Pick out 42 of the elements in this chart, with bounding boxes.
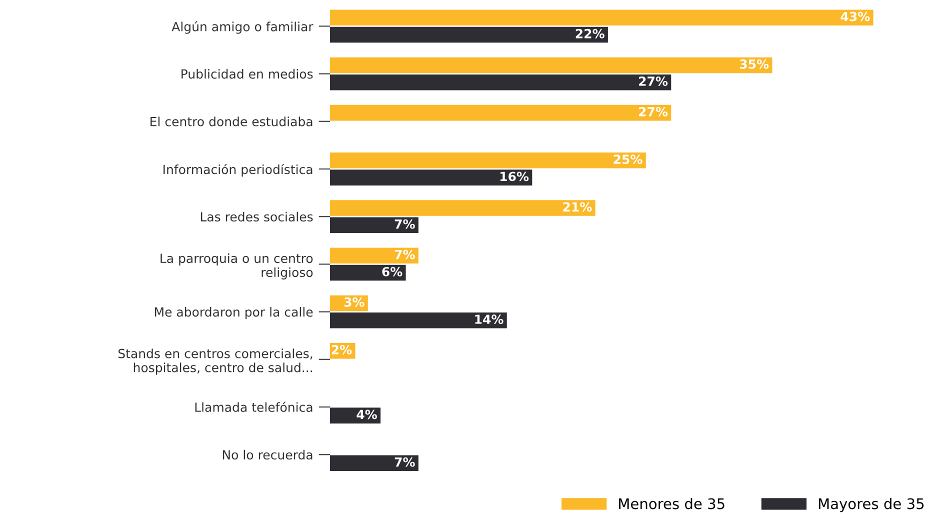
y-tick-label: Información periodística [164,164,312,177]
data-label: 7% [394,250,415,260]
bar [330,455,418,472]
bar [330,248,418,264]
data-label: 3% [344,297,364,307]
bar [330,312,507,328]
data-label: 43% [840,12,870,22]
data-label: 7% [394,219,415,229]
bar [330,152,646,168]
data-label: 4% [356,410,377,420]
y-tick-label: Algún amigo o familiar [172,21,314,34]
data-label: 7% [394,457,415,467]
y-tick-label: Publicidad en medios [182,69,313,79]
bar [330,10,874,26]
bar [330,217,418,234]
bar [330,170,532,186]
y-tick-label: Llamada telefónica [195,402,312,412]
y-tick-label: La parroquia o un centro religioso [160,253,313,280]
bar [330,264,406,281]
bar [330,57,772,74]
y-tick-label: Me abordaron por la calle [154,307,313,320]
data-label: 16% [500,172,529,182]
y-tick-label: El centro donde estudiaba [150,116,312,126]
data-label: 14% [475,314,504,324]
data-label: 27% [639,106,668,116]
y-tick-label: No lo recuerda [222,450,312,460]
data-label: 2% [332,345,352,354]
data-label: 6% [382,266,402,276]
data-label: 27% [639,76,668,86]
y-tick-label: Stands en centros comerciales, hospitales, centro de salud... [118,348,312,375]
bar [330,26,608,43]
data-label: 25% [614,154,642,164]
bar [330,104,672,121]
data-label: 22% [576,28,604,38]
bar [330,74,672,90]
legend-label: Menores de 35 [619,498,724,510]
bar [330,408,381,424]
data-label: 35% [740,59,769,69]
data-label: 21% [563,202,592,212]
y-tick-label: Las redes sociales [200,212,313,222]
bar [330,200,596,216]
legend-label: Mayores de 35 [818,498,924,512]
